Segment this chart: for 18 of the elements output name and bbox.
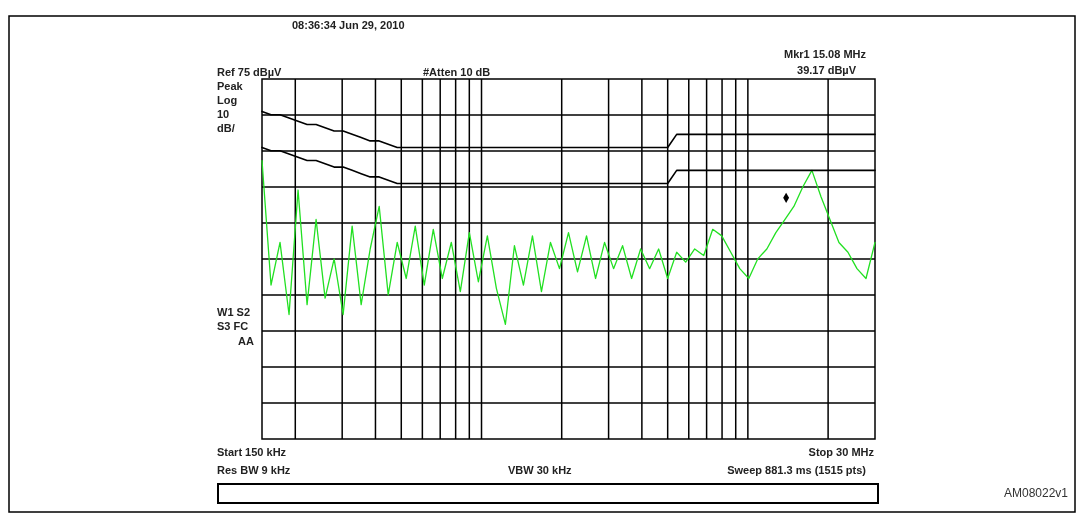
text: AM08022v1: [1003, 486, 1069, 500]
text: Mkr1 15.08 MHz: [784, 48, 867, 60]
text: 39.17 dBµV: [797, 64, 857, 76]
text: Start 150 kHz: [217, 446, 287, 458]
text: W1 S2: [217, 306, 251, 318]
text: 08:36:34 Jun 29, 2010: [292, 19, 405, 31]
text: AA: [238, 335, 255, 347]
text: dB/: [217, 122, 235, 134]
text: S3 FC: [217, 320, 249, 332]
text: Stop 30 MHz: [808, 446, 875, 458]
text: Log: [217, 94, 238, 106]
text: #Atten 10 dB: [423, 66, 491, 78]
text: Sweep 881.3 ms (1515 pts): [727, 464, 867, 476]
text: VBW 30 kHz: [508, 464, 573, 476]
text: Peak: [217, 80, 244, 92]
text: 10: [217, 108, 230, 120]
text: Res BW 9 kHz: [217, 464, 291, 476]
text: Ref 75 dBµV: [217, 66, 283, 78]
